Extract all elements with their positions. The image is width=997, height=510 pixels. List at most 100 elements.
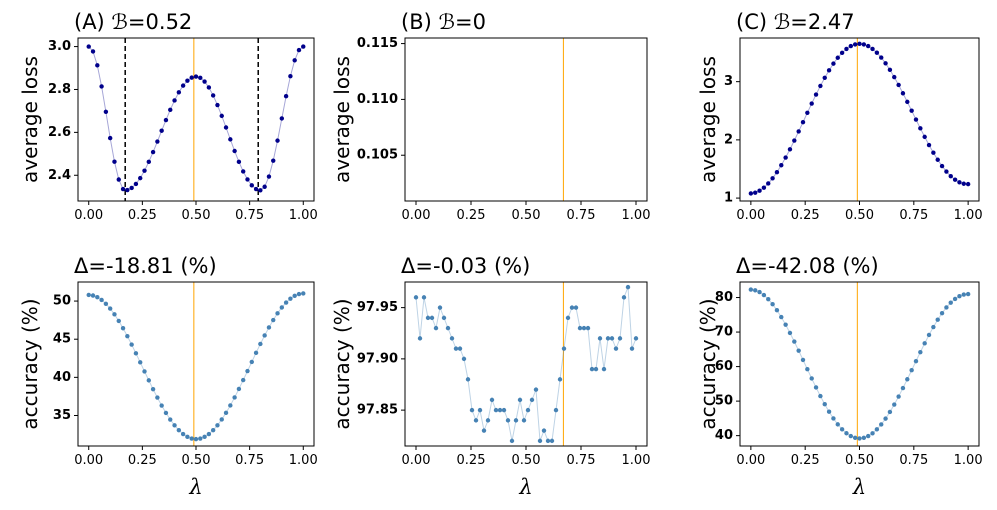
x-tick-label: 0.75	[235, 208, 264, 223]
data-point	[185, 78, 190, 83]
data-point	[813, 385, 819, 390]
data-point	[453, 346, 459, 351]
data-point	[461, 356, 467, 362]
series-line	[750, 289, 969, 439]
data-point	[848, 43, 854, 49]
data-point	[892, 74, 897, 80]
data-point	[99, 84, 104, 89]
data-point	[900, 385, 906, 391]
data-point	[465, 377, 471, 382]
data-point	[613, 346, 619, 351]
y-tick-label: 0.105	[357, 148, 398, 163]
data-point	[748, 287, 754, 292]
data-point	[779, 314, 784, 320]
data-point	[172, 423, 177, 428]
data-point	[95, 294, 100, 300]
data-point	[517, 397, 523, 403]
data-point	[521, 418, 527, 423]
x-tick-label: 0.50	[182, 453, 211, 468]
x-tick-label: 0.75	[899, 453, 928, 468]
data-point	[473, 418, 479, 423]
data-point	[258, 341, 263, 347]
data-point	[258, 188, 263, 193]
data-point	[107, 135, 113, 141]
data-point	[301, 291, 306, 296]
data-point	[236, 386, 242, 392]
data-point	[168, 417, 173, 422]
data-point	[787, 330, 793, 336]
panel-title: Δ=-0.03 (%)	[401, 254, 530, 278]
series-line	[415, 286, 637, 442]
data-point	[892, 402, 897, 407]
y-tick-label: 70	[715, 325, 733, 340]
axes-frame	[77, 281, 315, 447]
data-point	[931, 150, 936, 155]
data-point	[99, 297, 104, 303]
data-point	[852, 42, 858, 47]
x-tick-label: 0.75	[235, 453, 264, 468]
x-tick-label: 0.75	[567, 453, 596, 468]
y-axis-label: average loss	[18, 56, 42, 183]
data-point	[155, 139, 160, 144]
x-tick-label: 0.50	[845, 208, 874, 223]
data-point	[241, 169, 246, 174]
data-point	[533, 387, 539, 392]
data-point	[433, 325, 439, 331]
data-point	[809, 101, 814, 106]
axes-frame	[404, 37, 648, 202]
data-point	[593, 366, 599, 372]
data-point	[296, 47, 302, 53]
data-point	[826, 409, 832, 414]
x-axis-label: λ	[518, 475, 532, 499]
data-point	[262, 333, 267, 338]
data-point	[753, 190, 758, 195]
y-tick-label: 2.4	[48, 168, 71, 183]
data-point	[957, 293, 962, 299]
data-point	[245, 177, 250, 182]
data-point	[241, 377, 246, 383]
y-axis-label: accuracy (%)	[18, 298, 42, 429]
data-point	[228, 137, 233, 142]
data-point	[421, 295, 427, 300]
data-point	[198, 436, 203, 441]
data-point	[557, 377, 563, 382]
data-point	[800, 119, 806, 125]
data-point	[935, 317, 940, 322]
data-point	[116, 318, 121, 324]
panel-title: Δ=-18.81 (%)	[74, 254, 217, 278]
data-point	[573, 305, 579, 310]
data-point	[761, 185, 767, 190]
data-point	[748, 191, 754, 196]
panel-a-acc: Δ=-18.81 (%) accuracy (%) λ 0.00 0.25 0.50 0.7…	[18, 254, 318, 499]
data-point	[957, 180, 962, 185]
data-point	[103, 301, 109, 306]
panel-b-acc: Δ=-0.03 (%) accuracy (%) λ 0.00 0.25 0.50 0.75…	[330, 254, 650, 499]
data-point	[223, 410, 229, 416]
data-point	[909, 368, 914, 373]
data-point	[805, 367, 810, 372]
data-point	[142, 369, 147, 374]
data-point	[753, 288, 758, 293]
data-point	[629, 346, 635, 351]
data-point	[301, 44, 306, 49]
data-point	[813, 92, 819, 97]
data-point	[783, 155, 788, 160]
data-point	[918, 349, 923, 355]
data-point	[565, 315, 571, 321]
data-point	[965, 181, 971, 187]
data-point	[275, 311, 280, 316]
data-point	[417, 336, 423, 341]
data-point	[787, 147, 793, 152]
y-tick-label: 80	[715, 290, 733, 305]
data-point	[766, 296, 771, 302]
data-point	[625, 284, 631, 290]
data-point	[288, 296, 293, 301]
data-point	[905, 99, 910, 105]
y-tick-label: 1	[724, 191, 733, 206]
y-tick-label: 3.0	[48, 39, 71, 54]
panel-b-loss: (B) ℬ=0 average loss 0.00 0.25 0.50 0.75 1.00 0…	[330, 10, 650, 223]
data-point	[485, 418, 491, 423]
data-point	[870, 431, 875, 436]
data-point	[561, 346, 567, 351]
data-point	[168, 107, 173, 113]
